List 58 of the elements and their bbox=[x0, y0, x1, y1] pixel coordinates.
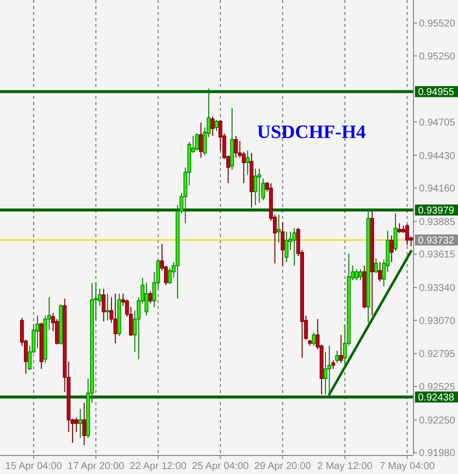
ref-line-label: 0.93979 bbox=[418, 206, 455, 217]
x-tick-label: 17 Apr 20:00 bbox=[68, 461, 125, 472]
candlestick bbox=[276, 214, 281, 244]
candlestick bbox=[335, 350, 340, 364]
candlestick bbox=[374, 258, 378, 274]
candlestick bbox=[148, 290, 152, 304]
x-tick-label: 22 Apr 12:00 bbox=[130, 461, 187, 472]
y-tick-label: 0.94705 bbox=[419, 117, 456, 128]
candlestick bbox=[144, 282, 148, 316]
y-tick-label: 0.92250 bbox=[419, 415, 456, 426]
candlestick bbox=[390, 234, 394, 263]
candlestick bbox=[214, 120, 218, 132]
candlestick bbox=[405, 224, 410, 246]
candlestick bbox=[397, 222, 402, 234]
y-tick-label: 0.91980 bbox=[419, 448, 456, 460]
x-tick-label: 25 Apr 04:00 bbox=[192, 461, 250, 472]
candlestick bbox=[210, 116, 215, 136]
text: USDCHF-H4 bbox=[257, 122, 366, 143]
y-tick-label: 0.95520 bbox=[419, 18, 456, 30]
y-tick-label: 0.92795 bbox=[419, 349, 456, 360]
candlestick bbox=[284, 231, 288, 263]
candlestick bbox=[354, 268, 358, 281]
candlestick bbox=[292, 228, 296, 266]
candlestick bbox=[312, 332, 316, 346]
y-tick-label: 0.93070 bbox=[419, 316, 456, 327]
y-tick-label: 0.94430 bbox=[419, 150, 456, 162]
candlestick bbox=[254, 168, 258, 206]
x-tick-label: 2 May 12:00 bbox=[317, 461, 373, 472]
ref-line-label: 0.94955 bbox=[418, 87, 455, 98]
candlestick bbox=[113, 293, 118, 344]
x-tick-label: 15 Apr 04:00 bbox=[5, 461, 62, 472]
y-tick-label: 0.95250 bbox=[419, 51, 456, 62]
y-tick-label: 0.93340 bbox=[419, 283, 456, 294]
candlestick bbox=[378, 262, 382, 282]
y-tick-label: 0.93615 bbox=[419, 250, 456, 261]
candlestick bbox=[78, 408, 82, 439]
candlestick bbox=[358, 268, 362, 281]
candlestick bbox=[246, 150, 250, 176]
candlestick bbox=[257, 168, 262, 204]
candlestick bbox=[280, 222, 285, 266]
candlestick bbox=[36, 314, 40, 349]
x-tick-label: 7 May 04:00 bbox=[380, 461, 436, 472]
candlestick bbox=[102, 288, 106, 322]
candlestick bbox=[106, 293, 110, 321]
candlestick bbox=[234, 135, 238, 158]
ref-line-label: 0.92438 bbox=[418, 392, 455, 404]
y-tick-label: 0.93885 bbox=[419, 216, 456, 228]
x-tick-label: 29 Apr 20:00 bbox=[254, 461, 312, 472]
candlestick bbox=[339, 334, 343, 364]
y-tick-label: 0.92525 bbox=[419, 382, 456, 393]
candlestick bbox=[199, 122, 203, 158]
candlestick bbox=[394, 213, 398, 252]
ref-line-label: 0.93732 bbox=[418, 235, 455, 246]
candlestick bbox=[327, 345, 332, 395]
y-tick-label: 0.94160 bbox=[419, 184, 456, 195]
candlestick bbox=[195, 132, 199, 151]
candlestick bbox=[82, 402, 86, 446]
candlestick bbox=[74, 416, 78, 432]
